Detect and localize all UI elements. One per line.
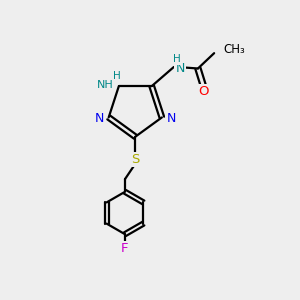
Text: N: N [95, 112, 104, 125]
Text: N: N [175, 62, 184, 75]
Text: N: N [166, 112, 176, 125]
Text: S: S [131, 153, 140, 166]
Text: H: H [113, 71, 121, 81]
Text: NH: NH [97, 80, 113, 90]
Text: H: H [173, 54, 181, 64]
Text: CH₃: CH₃ [224, 43, 245, 56]
Text: F: F [121, 242, 129, 255]
Text: O: O [199, 85, 209, 98]
